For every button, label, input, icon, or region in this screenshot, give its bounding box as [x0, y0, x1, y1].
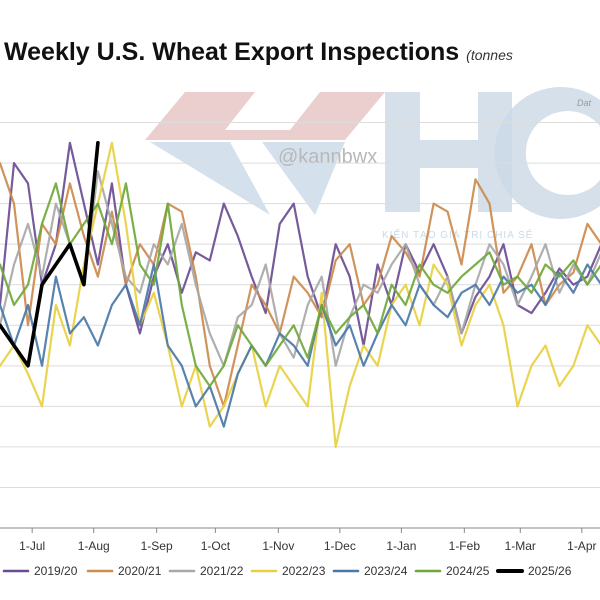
series-lines	[0, 141, 600, 448]
x-tick-label-4: 1-Nov	[262, 539, 294, 553]
series-line-2021-22	[0, 170, 600, 367]
x-tick-label-6: 1-Jan	[386, 539, 416, 553]
x-tick-label-9: 1-Apr	[567, 539, 596, 553]
legend-label-2024-25: 2024/25	[446, 564, 490, 578]
x-tick-label-8: 1-Mar	[505, 539, 536, 553]
legend-label-2021-22: 2021/22	[200, 564, 244, 578]
watermark-logo: @kannbwx KIẾN TẠO GIÁ TRỊ CHIA SẺ	[145, 87, 600, 241]
watermark-handle: @kannbwx	[278, 146, 377, 168]
x-axis: 1-Jul 1-Aug 1-Sep 1-Oct 1-Nov 1-Dec 1-Jan 1-Feb…	[0, 527, 600, 553]
x-tick-label-5: 1-Dec	[324, 539, 356, 553]
legend-label-2020-21: 2020/21	[118, 564, 162, 578]
series-line-2025-26	[0, 141, 100, 368]
legend-label-2023-24: 2023/24	[364, 564, 408, 578]
series-line-2019-20	[0, 141, 600, 347]
x-tick-label-1: 1-Aug	[78, 539, 110, 553]
legend-label-2025-26: 2025/26	[528, 564, 572, 578]
series-line-2024-25	[0, 182, 600, 388]
legend-label-2022-23: 2022/23	[282, 564, 326, 578]
chart-subtitle: (tonnes	[466, 47, 513, 63]
legend-label-2019-20: 2019/20	[34, 564, 78, 578]
x-tick-label-7: 1-Feb	[449, 539, 481, 553]
watermark-tagline: KIẾN TẠO GIÁ TRỊ CHIA SẺ	[382, 228, 533, 241]
source-note: Dat	[577, 98, 592, 108]
x-tick-label-3: 1-Oct	[201, 539, 231, 553]
chart-title: Weekly U.S. Wheat Export Inspections (to…	[4, 38, 513, 66]
x-tick-label-2: 1-Sep	[141, 539, 173, 553]
series-line-2022-23	[0, 141, 600, 448]
series-line-2023-24	[0, 263, 600, 428]
legend: 2019/20 2020/21 2021/22 2022/23 2023/24 2024/…	[2, 564, 572, 578]
x-tick-label-0: 1-Jul	[19, 539, 45, 553]
